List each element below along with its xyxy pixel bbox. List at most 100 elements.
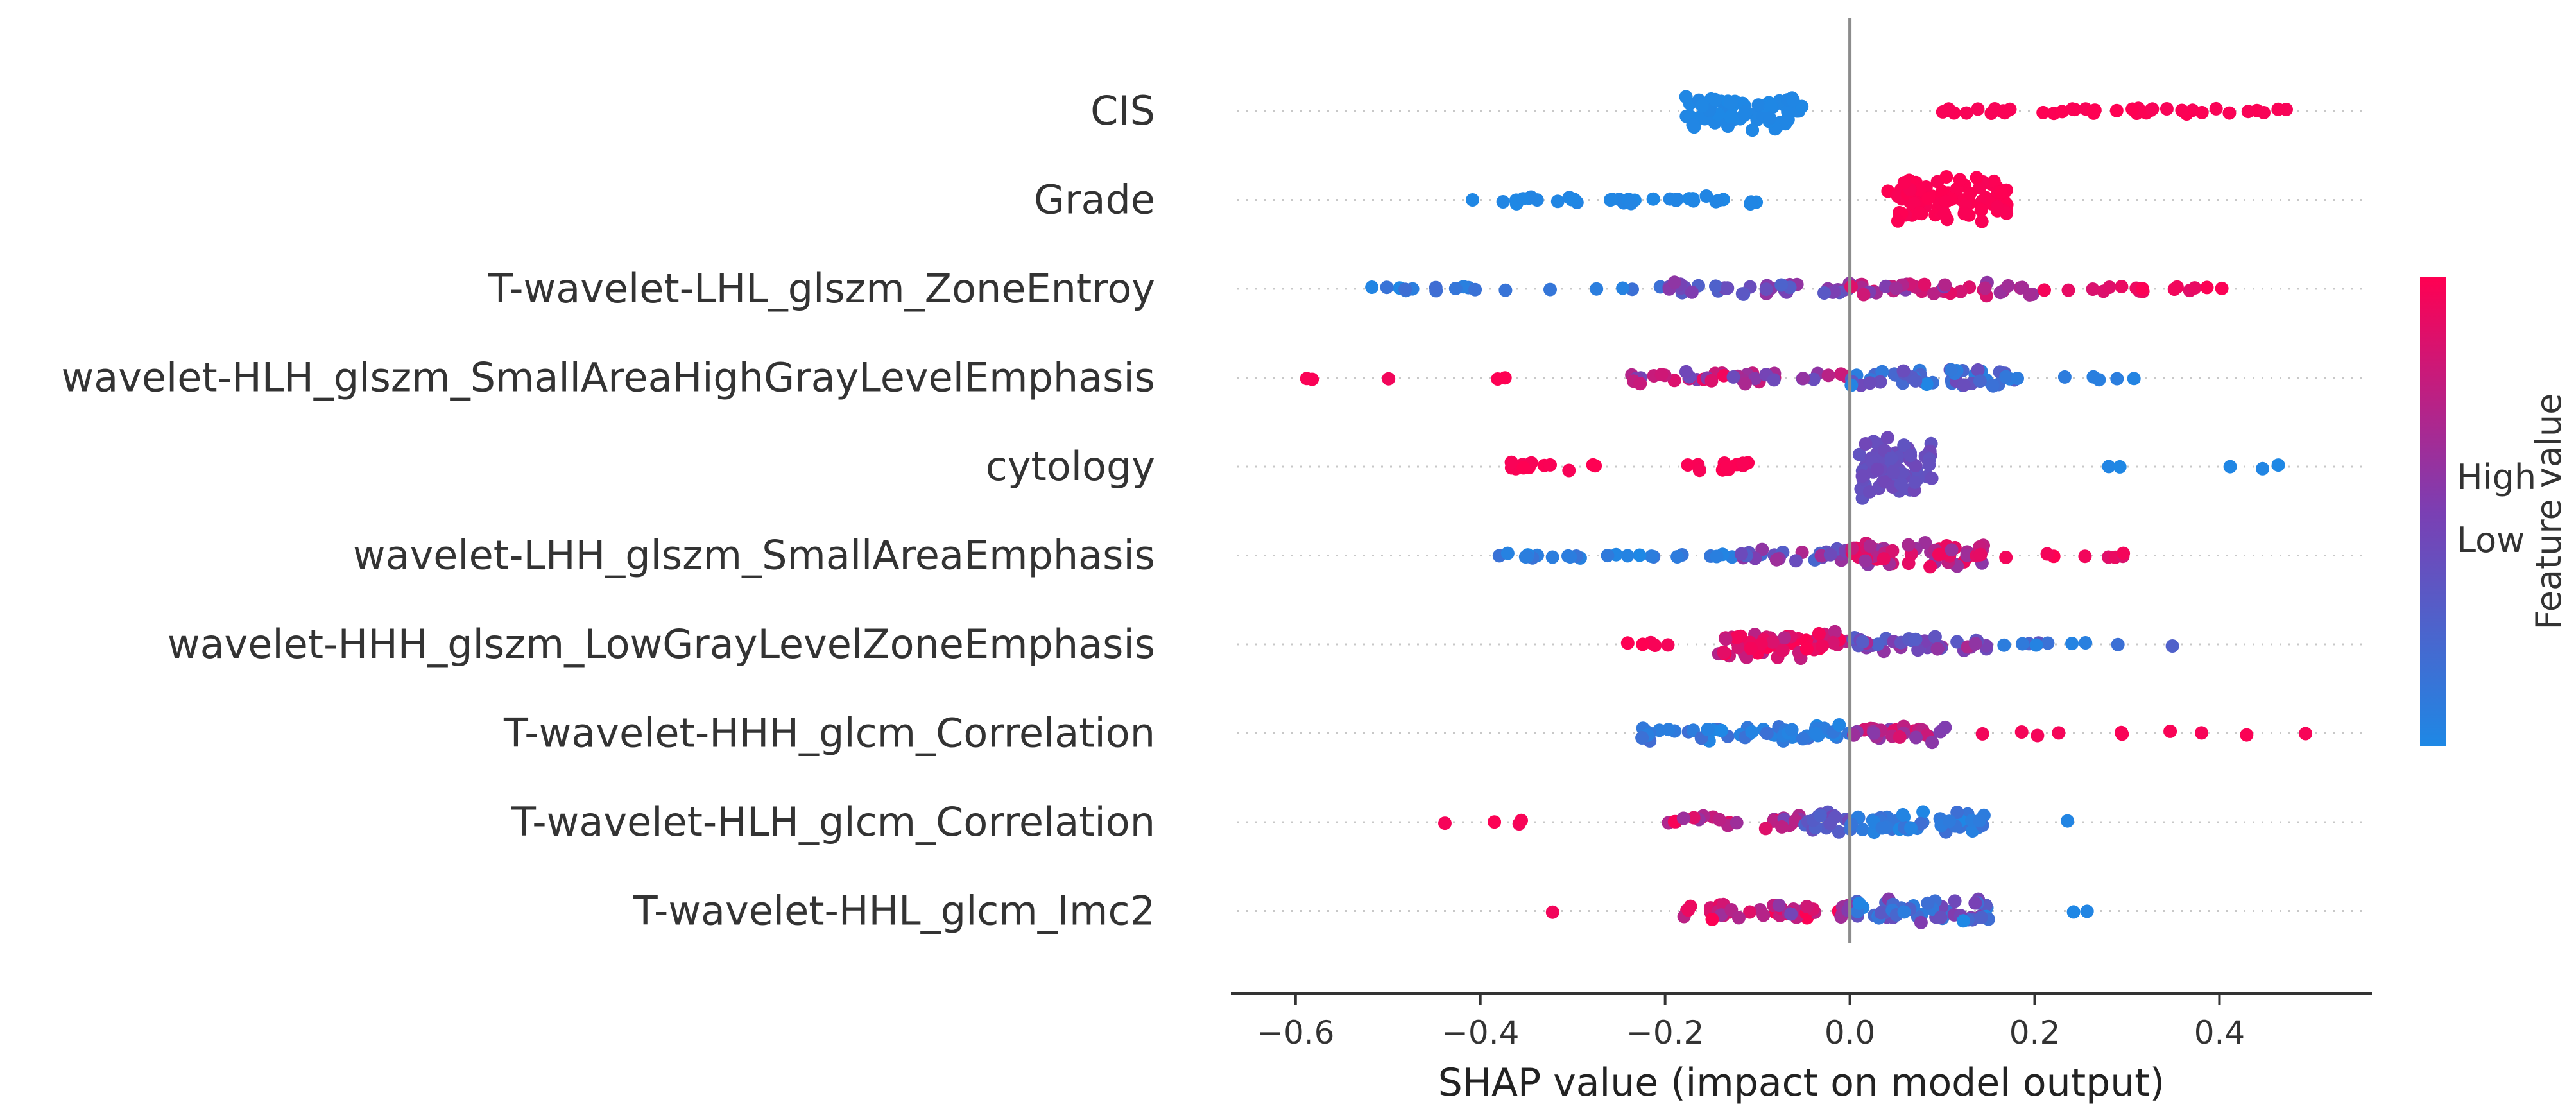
shap-point [1764, 99, 1778, 113]
shap-point [1876, 552, 1891, 566]
shap-point [1914, 816, 1928, 831]
x-axis: −0.6 −0.4 −0.2 0.0 0.2 0.4 SHAP value (impact… [1231, 992, 2372, 1105]
shap-point [2102, 280, 2117, 294]
feature-label: CIS [1090, 87, 1155, 134]
shap-point [1676, 811, 1690, 825]
shap-point [1712, 813, 1726, 827]
shap-point [1616, 281, 1630, 295]
shap-point [1975, 727, 1989, 741]
shap-point [1516, 192, 1530, 206]
shap-point [1635, 731, 1649, 745]
shap-point [2031, 728, 2045, 743]
shap-point [1516, 461, 1531, 475]
shap-point [2061, 283, 2075, 297]
shap-point [1781, 112, 1795, 126]
shap-point [1845, 541, 1859, 555]
shap-point [1963, 186, 1977, 200]
shap-point [1679, 90, 1693, 104]
shap-point [1429, 280, 1443, 295]
shap-point [1550, 194, 1565, 209]
shap-point [1970, 171, 1984, 185]
shap-point [1968, 637, 1982, 651]
shap-point [2271, 458, 2285, 472]
shap-point [1916, 805, 1930, 819]
shap-point [2015, 637, 2029, 651]
shap-point [1398, 282, 1413, 297]
shap-point [2014, 725, 2029, 739]
shap-point [1545, 550, 1559, 564]
shap-point [1945, 543, 1959, 557]
shap-point [1754, 637, 1768, 651]
feature-label: T-wavelet-HHL_glcm_Imc2 [633, 888, 1155, 935]
shap-point [1730, 630, 1743, 644]
row-gridlines [1237, 110, 2366, 912]
shap-point [1870, 462, 1884, 476]
shap-point [1809, 727, 1823, 741]
shap-point [1756, 908, 1771, 922]
shap-point [1817, 286, 1831, 300]
shap-point [1620, 636, 1635, 650]
shap-point [1796, 732, 1810, 746]
shap-point [1874, 906, 1888, 920]
shap-point [2023, 288, 2037, 302]
shap-point [1826, 635, 1840, 650]
shap-point [1468, 282, 1482, 297]
x-ticks: −0.6 −0.4 −0.2 0.0 0.2 0.4 [1257, 994, 2245, 1051]
shap-point [1903, 449, 1918, 463]
shap-point [1957, 378, 1971, 392]
shap-point [1948, 894, 1962, 908]
shap-point [1667, 275, 1681, 289]
shap-point [2001, 279, 2015, 293]
shap-point [1921, 896, 1935, 910]
shap-point [1873, 375, 1887, 389]
shap-point [1669, 193, 1683, 207]
shap-point [2188, 281, 2202, 295]
shap-point [1863, 539, 1877, 553]
shap-point [1365, 280, 1379, 294]
shap-point [1543, 282, 1557, 297]
shap-point [1765, 635, 1780, 649]
feature-label: Grade [1034, 177, 1155, 223]
shap-point [1785, 723, 1799, 737]
shap-point [1909, 632, 1923, 646]
shap-point [1776, 643, 1790, 657]
shap-point [1601, 549, 1615, 563]
shap-point [1925, 736, 1939, 750]
shap-point [1859, 554, 1873, 568]
shap-point [2256, 461, 2270, 476]
shap-point [1928, 630, 1942, 644]
shap-point [1909, 730, 1923, 745]
shap-point [1686, 118, 1700, 132]
shap-point [1894, 477, 1908, 491]
shap-point [1897, 176, 1911, 189]
x-tick-label: −0.6 [1257, 1014, 1334, 1051]
shap-point [1896, 364, 1911, 378]
colorbar-title: Feature value [2529, 393, 2569, 630]
colorbar-low-label: Low [2457, 520, 2525, 560]
shap-point [1681, 458, 1695, 472]
x-axis-title: SHAP value (impact on model output) [1438, 1060, 2165, 1105]
shap-point [1732, 911, 1746, 925]
shap-point [1687, 194, 1701, 208]
shap-point [1692, 463, 1706, 478]
shap-point [1767, 373, 1781, 387]
feature-label: wavelet-HLH_glszm_SmallAreaHighGrayLevel… [62, 354, 1156, 401]
shap-point [1852, 896, 1866, 910]
colorbar: High Low Feature value [2420, 277, 2569, 746]
shap-point [1710, 549, 1724, 564]
shap-point [1975, 214, 1989, 228]
shap-point [2195, 726, 2208, 740]
shap-point [2038, 283, 2051, 297]
shap-point [1746, 123, 1760, 137]
shap-point [1382, 372, 1396, 386]
shap-point [1999, 370, 2013, 384]
shap-point [2110, 372, 2124, 386]
shap-point [2065, 637, 2079, 651]
shap-point [1971, 363, 1985, 377]
shap-point [1896, 807, 1910, 822]
shap-point [1959, 106, 1973, 120]
shap-point [2113, 460, 2127, 474]
shap-point [1695, 99, 1709, 113]
shap-point [1886, 465, 1900, 479]
